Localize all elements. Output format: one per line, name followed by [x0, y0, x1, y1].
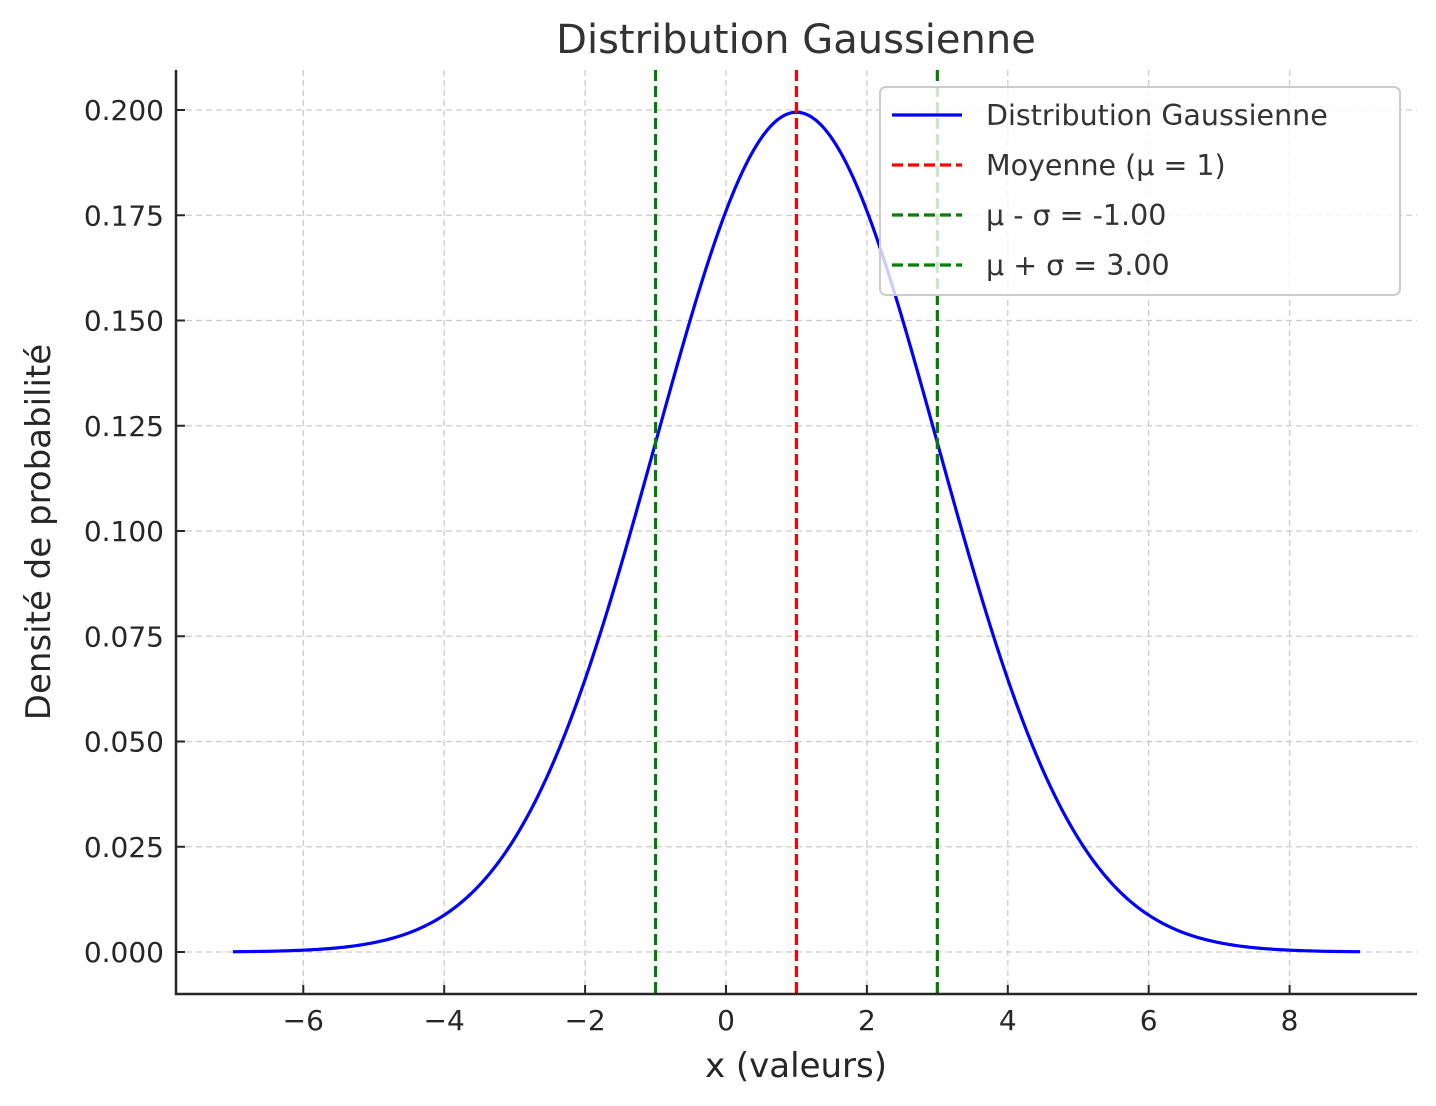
- y-tick-label: 0.125: [84, 410, 164, 443]
- y-tick-label: 0.050: [84, 726, 164, 759]
- x-axis-label: x (valeurs): [705, 1046, 887, 1086]
- x-tick-label: 2: [858, 1004, 876, 1037]
- y-tick-label: 0.000: [84, 936, 164, 969]
- legend-label: Distribution Gaussienne: [986, 99, 1328, 132]
- x-tick-label: −2: [564, 1004, 605, 1037]
- y-axis-label: Densité de probabilité: [19, 344, 59, 720]
- x-tick-label: 8: [1281, 1004, 1299, 1037]
- x-tick-label: −6: [283, 1004, 324, 1037]
- y-axis-ticks: 0.000 0.025 0.050 0.075 0.100 0.125 0.150 0.175…: [84, 94, 185, 969]
- chart-title: Distribution Gaussienne: [556, 17, 1036, 63]
- y-tick-label: 0.200: [84, 94, 164, 127]
- x-tick-label: 4: [999, 1004, 1017, 1037]
- legend-box: [879, 86, 1401, 296]
- y-tick-label: 0.175: [84, 199, 164, 232]
- legend-label: Moyenne (μ = 1): [986, 149, 1226, 182]
- legend: Distribution Gaussienne Moyenne (μ = 1) μ …: [879, 86, 1401, 296]
- y-tick-label: 0.150: [84, 305, 164, 338]
- legend-label: μ + σ = 3.00: [986, 249, 1170, 282]
- x-tick-label: 6: [1140, 1004, 1158, 1037]
- y-tick-label: 0.075: [84, 620, 164, 653]
- x-tick-label: 0: [717, 1004, 735, 1037]
- x-axis-ticks: −6 −4 −2 0 2 4 6 8: [283, 985, 1299, 1037]
- legend-label: μ - σ = -1.00: [986, 199, 1166, 232]
- y-tick-label: 0.100: [84, 515, 164, 548]
- x-tick-label: −4: [424, 1004, 465, 1037]
- y-tick-label: 0.025: [84, 831, 164, 864]
